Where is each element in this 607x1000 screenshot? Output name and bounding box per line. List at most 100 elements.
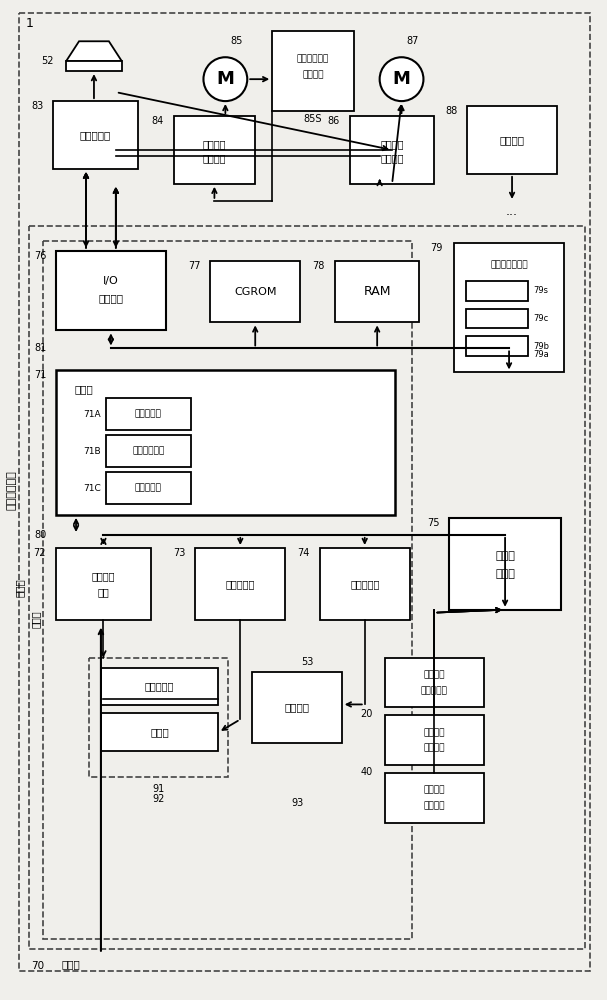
Text: 83: 83 xyxy=(31,101,43,111)
Bar xyxy=(106,398,191,430)
Bar xyxy=(43,241,412,939)
Text: 85S: 85S xyxy=(304,114,322,124)
Text: 介质检测: 介质检测 xyxy=(424,786,445,795)
Text: 控制部: 控制部 xyxy=(30,611,40,628)
Bar xyxy=(174,116,255,184)
Text: 53: 53 xyxy=(301,657,313,667)
Bar xyxy=(466,309,528,328)
Text: ...: ... xyxy=(506,205,518,218)
Text: 86: 86 xyxy=(328,116,340,126)
Text: 88: 88 xyxy=(445,106,457,116)
Bar xyxy=(350,116,435,184)
Text: 主设备: 主设备 xyxy=(61,959,80,969)
Text: M: M xyxy=(217,70,234,88)
Text: 接口部: 接口部 xyxy=(495,569,515,579)
Text: 图像形成装置: 图像形成装置 xyxy=(6,470,16,510)
Bar xyxy=(320,548,410,620)
Bar xyxy=(253,672,342,743)
Text: 87: 87 xyxy=(407,36,419,46)
Bar xyxy=(467,106,557,174)
Text: 控制电路: 控制电路 xyxy=(381,153,404,163)
Text: 控制部: 控制部 xyxy=(15,578,24,597)
Bar xyxy=(385,715,484,765)
Text: 52: 52 xyxy=(42,56,54,66)
Text: 控制电路: 控制电路 xyxy=(203,153,226,163)
Text: 传感器组: 传感器组 xyxy=(424,802,445,811)
Text: 传感器组: 传感器组 xyxy=(424,744,445,753)
Text: 20: 20 xyxy=(361,709,373,719)
Text: 71C: 71C xyxy=(83,484,101,493)
Text: 输入接口部: 输入接口部 xyxy=(350,579,379,589)
Text: 71: 71 xyxy=(34,370,46,380)
Bar xyxy=(53,101,138,169)
Text: 1: 1 xyxy=(25,17,33,30)
Text: CGROM: CGROM xyxy=(234,287,276,297)
Text: RAM: RAM xyxy=(364,285,391,298)
Text: 打印控制部: 打印控制部 xyxy=(135,410,161,419)
Text: 40: 40 xyxy=(361,767,373,777)
Bar xyxy=(106,472,191,504)
Text: 非易失性存储器: 非易失性存储器 xyxy=(490,260,528,269)
Text: 空间电机动作: 空间电机动作 xyxy=(297,55,329,64)
Text: 显示部: 显示部 xyxy=(151,727,169,737)
Text: 80: 80 xyxy=(34,530,46,540)
Bar xyxy=(195,548,285,620)
Text: 処理器: 処理器 xyxy=(74,384,93,394)
Text: 输出接口部: 输出接口部 xyxy=(226,579,255,589)
Text: 79c: 79c xyxy=(533,314,548,323)
Text: 78: 78 xyxy=(313,261,325,271)
Circle shape xyxy=(379,57,424,101)
Text: 79b: 79b xyxy=(533,342,549,351)
Text: 空间电机: 空间电机 xyxy=(203,139,226,149)
Text: 介质供给: 介质供给 xyxy=(424,728,445,737)
Text: 接收发送: 接收发送 xyxy=(92,571,115,581)
Bar xyxy=(211,261,300,322)
Bar xyxy=(56,370,395,515)
Text: 93: 93 xyxy=(291,798,303,808)
Text: 74: 74 xyxy=(297,548,310,558)
Bar xyxy=(466,281,528,301)
Bar xyxy=(272,31,354,111)
Text: 92: 92 xyxy=(152,794,165,804)
Bar xyxy=(89,658,228,777)
Bar xyxy=(101,668,219,705)
Bar xyxy=(66,61,122,71)
Bar xyxy=(29,226,585,949)
Text: 换行电机: 换行电机 xyxy=(381,139,404,149)
Text: 声音输出部: 声音输出部 xyxy=(145,681,174,691)
Bar xyxy=(101,713,219,751)
Text: 79: 79 xyxy=(430,243,443,253)
Text: 84: 84 xyxy=(151,116,164,126)
Bar xyxy=(466,336,528,356)
Text: 传感器: 传感器 xyxy=(495,551,515,561)
Text: I/O: I/O xyxy=(103,276,119,286)
Text: 量传感器: 量传感器 xyxy=(302,71,324,80)
Text: 稳定性判定部: 稳定性判定部 xyxy=(132,447,164,456)
Text: 79s: 79s xyxy=(533,286,548,295)
Bar xyxy=(385,658,484,707)
Text: 控制电路: 控制电路 xyxy=(98,294,123,304)
Circle shape xyxy=(203,57,247,101)
Text: 75: 75 xyxy=(427,518,439,528)
Bar xyxy=(385,773,484,823)
Bar xyxy=(335,261,419,322)
Bar xyxy=(56,548,151,620)
Text: 72: 72 xyxy=(33,548,46,558)
Text: 81: 81 xyxy=(34,343,46,353)
Bar xyxy=(449,518,561,610)
Text: 70: 70 xyxy=(31,961,44,971)
Text: 电源电路: 电源电路 xyxy=(500,135,524,145)
Text: 85: 85 xyxy=(230,36,243,46)
Text: 76: 76 xyxy=(34,251,46,261)
Polygon shape xyxy=(66,41,122,61)
Text: 检测传感器: 检测传感器 xyxy=(421,686,448,695)
Bar xyxy=(56,251,166,330)
Text: 介质宽度: 介质宽度 xyxy=(424,670,445,679)
Text: 91: 91 xyxy=(152,784,164,794)
Text: 79a: 79a xyxy=(533,350,549,359)
Text: 头控制电路: 头控制电路 xyxy=(80,130,111,140)
Text: 电路: 电路 xyxy=(98,587,109,597)
Text: 77: 77 xyxy=(188,261,200,271)
Text: 71B: 71B xyxy=(83,447,101,456)
Text: 操作面板: 操作面板 xyxy=(285,702,310,712)
